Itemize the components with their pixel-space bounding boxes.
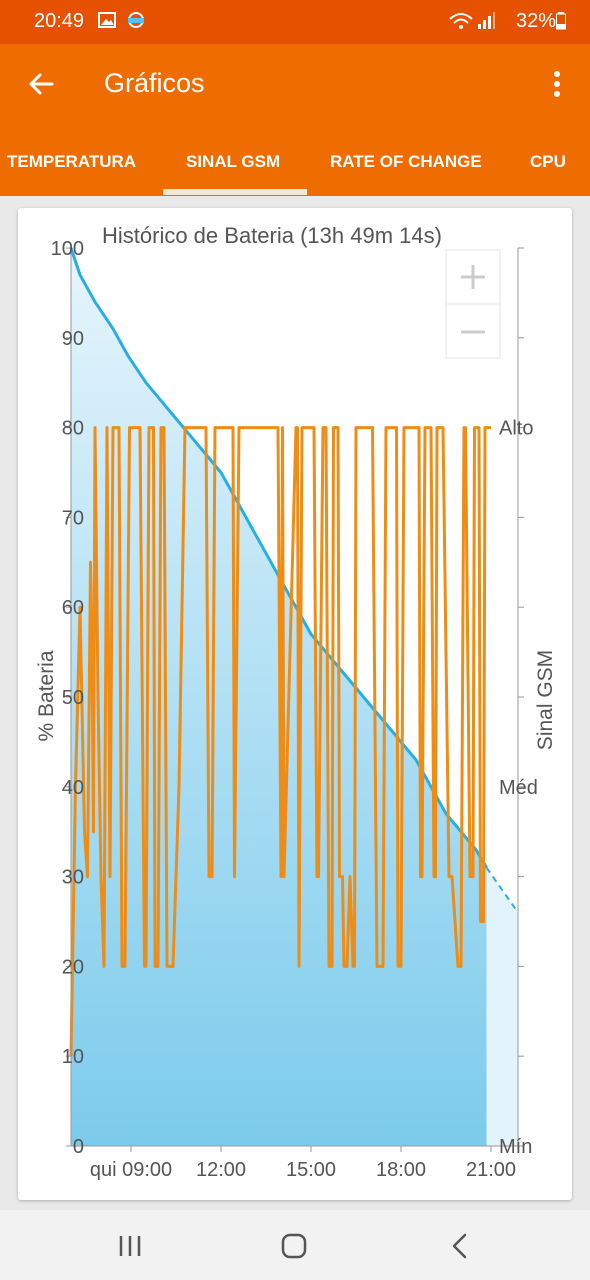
image-notification-icon bbox=[98, 12, 116, 28]
chart-card: Histórico de Bateria (13h 49m 14s) 0 10 20… bbox=[18, 208, 572, 1200]
left-tick-label: 30 bbox=[62, 867, 84, 889]
status-time: 20:49 bbox=[34, 10, 85, 32]
active-tab-indicator bbox=[163, 189, 307, 195]
left-tick-label: 90 bbox=[62, 328, 84, 350]
status-bar: 20:49 32% bbox=[0, 0, 590, 44]
recent-apps-icon[interactable] bbox=[110, 1228, 150, 1264]
back-nav-icon[interactable] bbox=[440, 1228, 480, 1264]
left-tick-label: 80 bbox=[62, 418, 84, 440]
left-tick-label: 70 bbox=[62, 507, 84, 529]
left-tick-label: 20 bbox=[62, 956, 84, 978]
battery-projection-area bbox=[486, 867, 518, 1146]
right-axis-label: Sinal GSM bbox=[534, 650, 557, 750]
battery-percent: 32% bbox=[515, 10, 556, 32]
tab-temperatura[interactable]: TEMPERATURA bbox=[7, 152, 137, 171]
wifi-icon bbox=[449, 13, 473, 29]
left-tick-label: 40 bbox=[62, 777, 84, 799]
page-title: Gráficos bbox=[104, 68, 205, 98]
tab-cpu[interactable]: CPU bbox=[530, 152, 566, 171]
x-tick-label: 12:00 bbox=[196, 1159, 246, 1181]
left-tick-label: 100 bbox=[51, 238, 84, 260]
app-bar: Gráficos TEMPERATURA SINAL GSM RATE OF C… bbox=[0, 44, 590, 196]
back-arrow-icon[interactable] bbox=[22, 64, 62, 104]
left-tick-label: 0 bbox=[73, 1136, 84, 1158]
left-axis-label: % Bateria bbox=[35, 650, 58, 741]
tab-bar: TEMPERATURA SINAL GSM RATE OF CHANGE CPU bbox=[0, 140, 590, 196]
signal-icon bbox=[478, 12, 495, 29]
x-tick-label: 15:00 bbox=[286, 1159, 336, 1181]
more-options-icon[interactable] bbox=[542, 64, 572, 104]
left-tick-label: 60 bbox=[62, 597, 84, 619]
right-tick-label: Méd bbox=[499, 777, 538, 799]
right-tick-label: Mín bbox=[499, 1136, 532, 1158]
battery-history-chart[interactable]: Histórico de Bateria (13h 49m 14s) 0 10 20… bbox=[18, 208, 572, 1200]
tab-rate-of-change[interactable]: RATE OF CHANGE bbox=[330, 152, 482, 171]
app-notification-icon bbox=[128, 12, 144, 28]
x-tick-label: 21:00 bbox=[466, 1159, 516, 1181]
plus-icon bbox=[461, 265, 485, 289]
left-tick-label: 50 bbox=[62, 687, 84, 709]
battery-icon bbox=[556, 12, 566, 30]
zoom-controls bbox=[445, 249, 501, 359]
battery-projection-line bbox=[485, 867, 519, 914]
zoom-out-button[interactable] bbox=[446, 304, 500, 358]
x-tick-label: 18:00 bbox=[376, 1159, 426, 1181]
home-icon[interactable] bbox=[274, 1228, 314, 1264]
gsm-signal-line bbox=[69, 426, 491, 1057]
chart-title: Histórico de Bateria (13h 49m 14s) bbox=[102, 223, 442, 248]
right-tick-label: Alto bbox=[499, 418, 533, 440]
x-tick-label: qui 09:00 bbox=[90, 1159, 172, 1181]
left-tick-label: 10 bbox=[62, 1046, 84, 1068]
navigation-bar bbox=[0, 1210, 590, 1280]
zoom-in-button[interactable] bbox=[446, 250, 500, 304]
tab-sinal-gsm[interactable]: SINAL GSM bbox=[186, 152, 281, 171]
